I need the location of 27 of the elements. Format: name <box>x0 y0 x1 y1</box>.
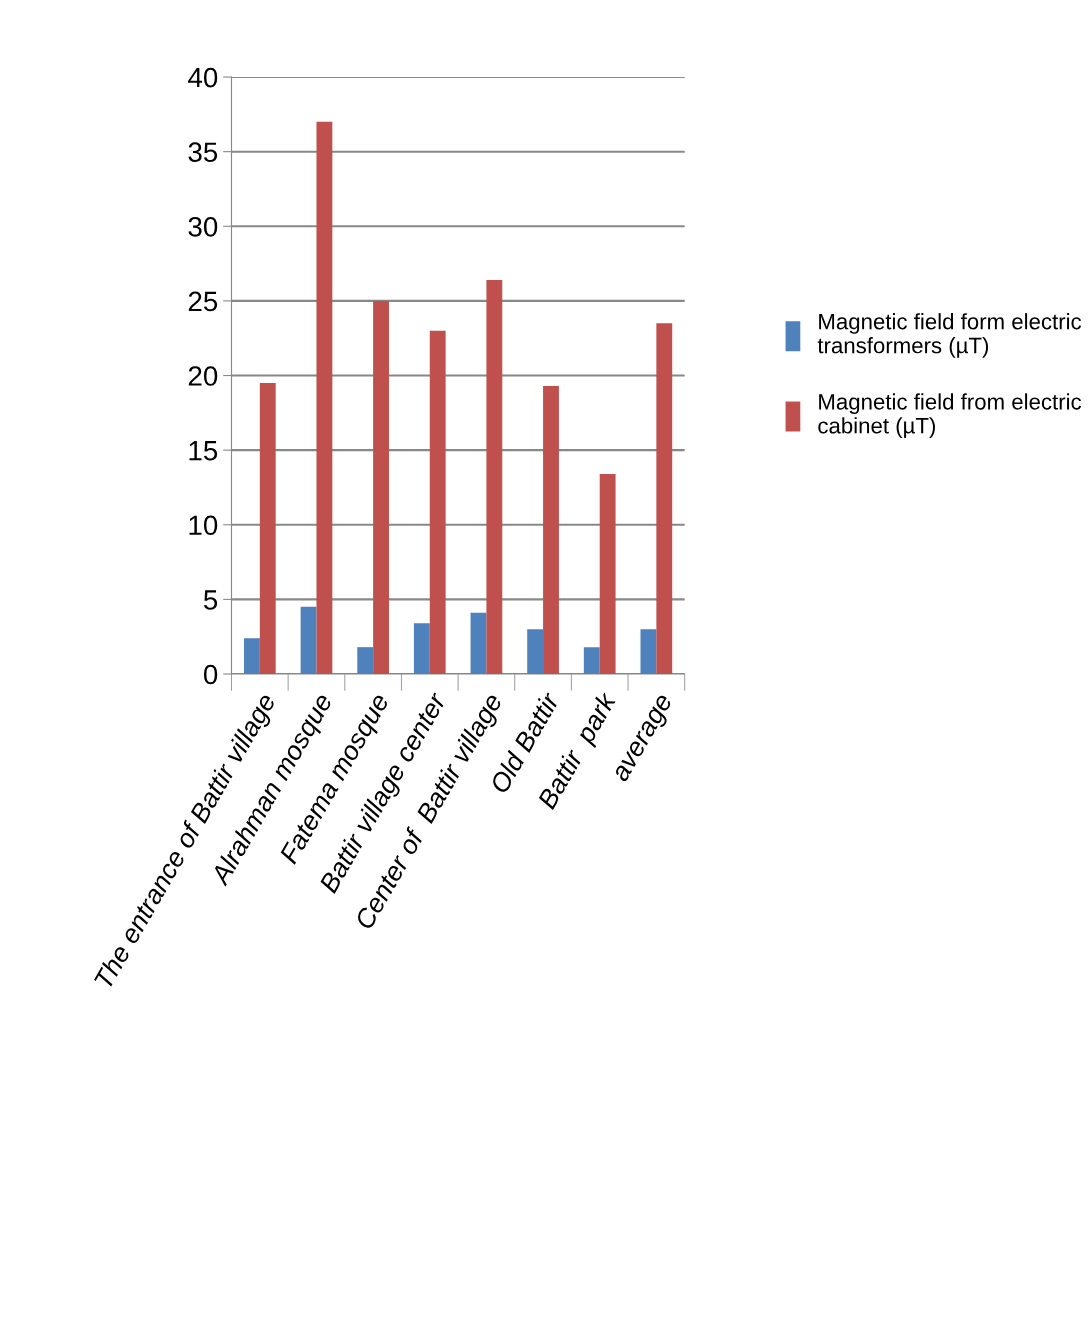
bar <box>543 385 559 675</box>
y-tick-label: 20 <box>188 366 218 386</box>
bar <box>413 623 430 675</box>
bar <box>429 330 446 675</box>
bar <box>640 629 657 675</box>
bar <box>656 323 673 675</box>
bar <box>243 638 260 675</box>
y-tick-label: 25 <box>188 291 218 312</box>
bar <box>527 629 544 675</box>
bar <box>316 121 333 675</box>
bar <box>373 300 389 675</box>
bar <box>300 606 317 675</box>
bar <box>259 383 276 675</box>
y-tick-label: 40 <box>188 67 218 88</box>
legend-label: Magnetic field form electric transformers (µT) <box>817 313 1082 358</box>
bar <box>583 647 600 675</box>
y-tick-label: 0 <box>203 664 218 685</box>
bar <box>470 612 487 675</box>
bar <box>486 280 503 675</box>
y-tick-label: 5 <box>203 590 218 610</box>
legend-label: Magnetic field from electric cabinet (µT) <box>818 393 1082 438</box>
y-tick-label: 30 <box>188 216 218 237</box>
y-tick-label: 35 <box>188 142 218 163</box>
bar <box>357 647 374 675</box>
y-tick-label: 10 <box>189 515 218 536</box>
y-tick-label: 15 <box>189 441 218 461</box>
bar <box>599 474 616 675</box>
